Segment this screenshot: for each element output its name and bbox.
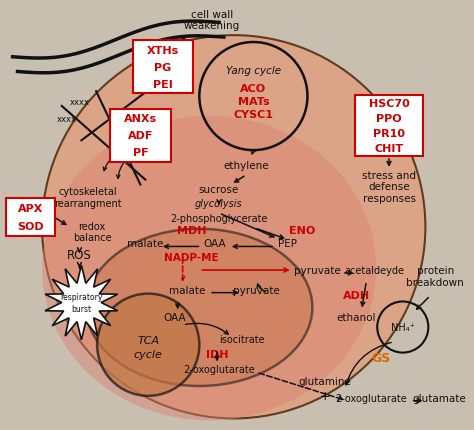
FancyBboxPatch shape [355, 96, 423, 157]
Text: PPO: PPO [376, 114, 402, 124]
Text: HSC70: HSC70 [369, 99, 410, 109]
Text: ACO: ACO [240, 84, 266, 94]
Ellipse shape [42, 36, 425, 418]
Text: ANXs: ANXs [124, 114, 157, 124]
FancyBboxPatch shape [6, 199, 55, 236]
Text: malate: malate [169, 285, 206, 295]
Text: CHIT: CHIT [374, 143, 403, 154]
Text: ethanol: ethanol [337, 313, 376, 322]
Text: stress and: stress and [362, 170, 416, 180]
Text: weakening: weakening [184, 21, 240, 31]
Text: isocitrate: isocitrate [219, 334, 264, 344]
Text: PR10: PR10 [373, 129, 405, 138]
Ellipse shape [42, 117, 376, 421]
Text: MATs: MATs [237, 97, 269, 107]
Text: redox: redox [79, 221, 106, 231]
Text: PEI: PEI [153, 80, 173, 89]
Text: GS: GS [372, 352, 391, 365]
Text: OAA: OAA [204, 239, 227, 249]
Ellipse shape [86, 229, 312, 386]
Text: glycolysis: glycolysis [195, 199, 243, 209]
Text: ADH: ADH [343, 290, 370, 300]
Text: PG: PG [155, 62, 172, 72]
Text: Yang cycle: Yang cycle [226, 65, 281, 75]
Text: xxxx: xxxx [70, 98, 90, 107]
Text: OAA: OAA [164, 313, 186, 322]
Text: NADP-ME: NADP-ME [164, 252, 219, 263]
Circle shape [97, 294, 200, 396]
Text: pyruvate: pyruvate [294, 265, 341, 275]
Text: xxxx: xxxx [57, 114, 77, 123]
Text: cycle: cycle [134, 349, 163, 359]
Text: CYSC1: CYSC1 [233, 110, 273, 120]
Text: 2-phosphoglycerate: 2-phosphoglycerate [170, 213, 268, 223]
Text: cell wall: cell wall [191, 10, 233, 20]
FancyBboxPatch shape [110, 110, 171, 163]
Text: ROS: ROS [67, 249, 92, 261]
Text: malate: malate [127, 239, 164, 249]
Polygon shape [45, 265, 118, 340]
Text: SOD: SOD [17, 221, 44, 231]
Text: glutamine: glutamine [299, 376, 352, 386]
Text: balance: balance [73, 232, 111, 242]
Text: protein: protein [417, 265, 454, 275]
Text: TCA: TCA [137, 335, 159, 345]
Text: responses: responses [363, 194, 416, 204]
Text: 2-oxoglutarate: 2-oxoglutarate [336, 393, 407, 403]
Text: burst: burst [72, 304, 91, 313]
Text: APX: APX [18, 204, 43, 214]
Text: MDH: MDH [177, 225, 206, 235]
Text: NH₄⁺: NH₄⁺ [391, 322, 415, 332]
Text: respiratory: respiratory [60, 292, 102, 301]
Text: IDH: IDH [206, 349, 228, 359]
FancyBboxPatch shape [133, 41, 193, 94]
Text: defense: defense [368, 182, 410, 192]
Text: cytoskeletal: cytoskeletal [59, 187, 118, 197]
Text: pyruvate: pyruvate [233, 285, 280, 295]
Text: acetaldeyde: acetaldeyde [344, 265, 404, 275]
Text: PF: PF [133, 148, 148, 158]
Text: 2-oxoglutarate: 2-oxoglutarate [183, 364, 255, 375]
Text: ethylene: ethylene [224, 160, 269, 170]
Text: breakdown: breakdown [406, 277, 464, 287]
Text: ADF: ADF [128, 131, 153, 141]
Text: +: + [320, 389, 330, 402]
Text: XTHs: XTHs [147, 46, 179, 55]
Text: glutamate: glutamate [412, 393, 466, 403]
Text: sucrose: sucrose [199, 185, 239, 195]
Text: PEP: PEP [278, 239, 297, 249]
Text: rearrangment: rearrangment [55, 199, 122, 209]
Text: ENO: ENO [290, 225, 316, 235]
